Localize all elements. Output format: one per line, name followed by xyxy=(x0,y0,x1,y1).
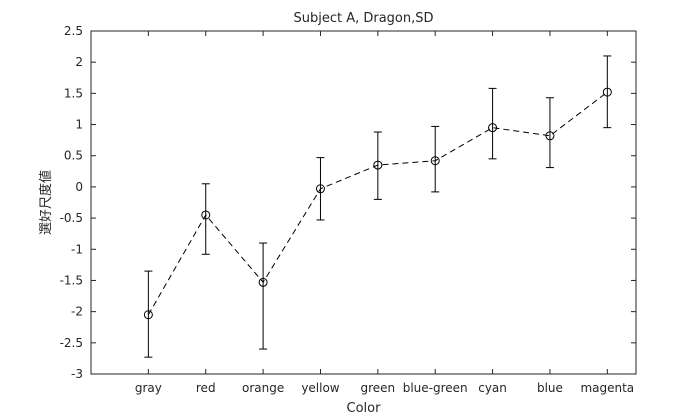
x-tick-label: yellow xyxy=(301,381,339,395)
y-tick-label: -1 xyxy=(71,242,83,256)
y-tick-label: -2.5 xyxy=(60,336,83,350)
x-tick-label: cyan xyxy=(478,381,507,395)
error-bar xyxy=(431,126,439,191)
y-axis: -3 -2.5 -2 -1.5 -1 -0.5 0 0.5 1 1.5 2 2.5 xyxy=(60,24,636,381)
error-bar xyxy=(316,158,324,220)
y-tick-label: 0 xyxy=(75,180,83,194)
y-tick-label: 2.5 xyxy=(64,24,83,38)
y-tick-label: -2 xyxy=(71,305,83,319)
x-tick-label: green xyxy=(361,381,396,395)
y-tick-label: -0.5 xyxy=(60,211,83,225)
chart-title: Subject A, Dragon,SD xyxy=(293,11,433,26)
y-tick-label: 0.5 xyxy=(64,149,83,163)
y-tick-label: -1.5 xyxy=(60,273,83,287)
error-bar xyxy=(603,56,611,128)
y-tick-label: 2 xyxy=(75,55,83,69)
y-tick-label: -3 xyxy=(71,367,83,381)
error-bar xyxy=(144,271,152,357)
series-line xyxy=(148,92,607,315)
axes-box xyxy=(91,31,636,374)
x-tick-label: red xyxy=(196,381,216,395)
x-tick-label: blue-green xyxy=(403,381,468,395)
error-bar xyxy=(259,243,267,349)
axes-frame xyxy=(91,31,636,374)
y-tick-label: 1.5 xyxy=(64,86,83,100)
series-layer xyxy=(144,56,611,357)
x-tick-label: orange xyxy=(242,381,284,395)
x-tick-label: blue xyxy=(537,381,563,395)
y-tick-label: 1 xyxy=(75,118,83,132)
y-axis-title: 選好尺度値 xyxy=(38,170,54,235)
x-tick-label: gray xyxy=(135,381,162,395)
x-axis-title: Color xyxy=(347,401,382,416)
x-tick-label: magenta xyxy=(580,381,634,395)
